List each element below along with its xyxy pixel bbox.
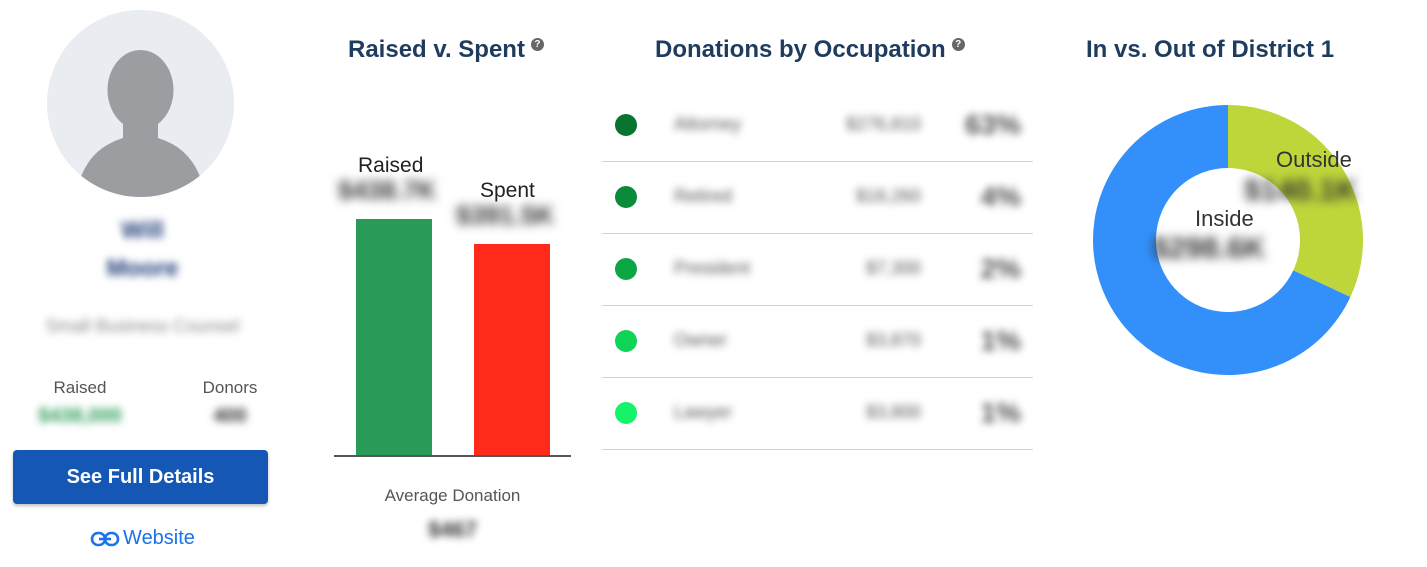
average-donation-label: Average Donation	[384, 486, 521, 505]
occupation-name: Attorney	[674, 114, 742, 134]
donors-value: 400	[213, 405, 247, 427]
occupation-percent: 63%	[964, 109, 1021, 140]
donut-label-outside: Outside	[1276, 147, 1352, 172]
legend-dot-icon	[615, 330, 637, 352]
website-link[interactable]: Website	[0, 525, 285, 551]
occupation-percent: 2%	[980, 253, 1021, 284]
district-donut-chart	[1093, 105, 1363, 375]
candidate-occupation: Small Business Counsel	[45, 316, 240, 336]
bar-value-raised: $438.7K	[338, 175, 437, 206]
legend-dot-icon	[615, 186, 637, 208]
raised-spent-axis-line	[334, 455, 571, 457]
occupation-title: Donations by Occupation?	[655, 35, 965, 65]
question-circle-icon[interactable]: ?	[530, 38, 544, 51]
donors-stat: Donors 400	[160, 376, 300, 432]
occupation-amount: $276,810	[845, 114, 921, 134]
occupation-name: Owner	[674, 330, 728, 350]
legend-dot-icon	[615, 114, 637, 136]
occupation-amount: $18,260	[855, 186, 921, 206]
bar-raised	[356, 219, 432, 455]
raised-value: $438,000	[38, 405, 122, 427]
person-placeholder-icon	[75, 50, 206, 197]
occupation-list: Attorney $276,810 63% Retired $18,260 4% Presi…	[602, 90, 1033, 450]
occupation-amount: $3,870	[865, 330, 921, 350]
average-donation-value: $467	[428, 517, 477, 542]
legend-dot-icon	[615, 402, 637, 424]
donut-label-inside: Inside	[1195, 206, 1254, 231]
bar-label-raised: Raised	[358, 154, 424, 178]
occupation-name: President	[674, 258, 751, 278]
occupation-title-text: Donations by Occupation	[655, 36, 946, 63]
bar-value-spent: $391.5K	[456, 200, 555, 231]
donut-value-inside: $298.6K	[1152, 232, 1266, 265]
legend-dot-icon	[615, 258, 637, 280]
candidate-name: Will Moore	[0, 212, 285, 288]
list-item: President $7,300 2%	[602, 234, 1033, 306]
occupation-name: Retired	[674, 186, 733, 206]
list-item: Lawyer $3,800 1%	[602, 378, 1033, 450]
occupation-percent: 4%	[980, 181, 1021, 212]
bar-spent	[474, 244, 550, 455]
donors-label: Donors	[202, 378, 258, 397]
raised-spent-title: Raised v. Spent?	[348, 35, 544, 65]
slice-outside	[1228, 105, 1363, 297]
raised-spent-title-text: Raised v. Spent	[348, 36, 525, 63]
raised-stat: Raised $438,000	[10, 376, 150, 432]
list-item: Attorney $276,810 63%	[602, 90, 1033, 162]
list-item: Owner $3,870 1%	[602, 306, 1033, 378]
district-title: In vs. Out of District 1	[1086, 36, 1335, 63]
see-full-details-button[interactable]: See Full Details	[13, 450, 268, 504]
list-item: Retired $18,260 4%	[602, 162, 1033, 234]
website-label: Website	[123, 527, 195, 549]
candidate-last-name: Moore	[106, 255, 179, 282]
raised-label: Raised	[53, 378, 107, 397]
donut-value-outside: $140.1K	[1244, 174, 1358, 207]
occupation-percent: 1%	[980, 397, 1021, 428]
link-icon	[90, 531, 120, 547]
occupation-amount: $3,800	[865, 402, 921, 422]
slice-inside	[1093, 105, 1351, 375]
question-circle-icon[interactable]: ?	[951, 38, 965, 51]
bar-label-spent: Spent	[480, 179, 535, 203]
occupation-percent: 1%	[980, 325, 1021, 356]
candidate-first-name: Will	[121, 217, 164, 244]
occupation-name: Lawyer	[674, 402, 733, 422]
occupation-amount: $7,300	[865, 258, 921, 278]
avatar	[47, 10, 234, 197]
candidate-profile: Will Moore Small Business Counsel Raised…	[0, 0, 285, 567]
